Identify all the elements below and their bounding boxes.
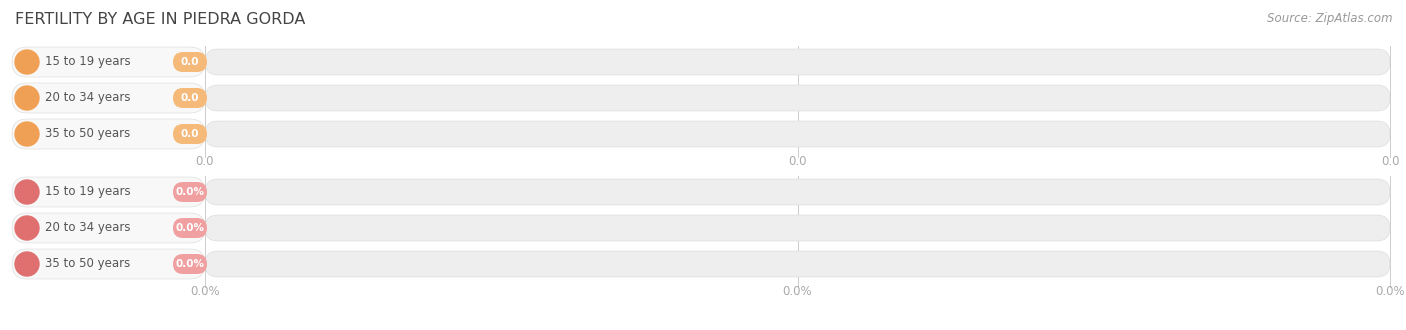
Circle shape bbox=[15, 86, 39, 110]
Circle shape bbox=[15, 216, 39, 240]
FancyBboxPatch shape bbox=[173, 218, 207, 238]
FancyBboxPatch shape bbox=[205, 49, 1391, 75]
FancyBboxPatch shape bbox=[13, 177, 205, 207]
Circle shape bbox=[15, 180, 39, 204]
Circle shape bbox=[15, 252, 39, 276]
FancyBboxPatch shape bbox=[173, 182, 207, 202]
FancyBboxPatch shape bbox=[13, 213, 205, 243]
FancyBboxPatch shape bbox=[205, 179, 1391, 205]
Text: 35 to 50 years: 35 to 50 years bbox=[45, 257, 131, 271]
FancyBboxPatch shape bbox=[205, 121, 1391, 147]
Text: 0.0: 0.0 bbox=[1381, 155, 1399, 168]
Text: 15 to 19 years: 15 to 19 years bbox=[45, 185, 131, 199]
Text: 0.0%: 0.0% bbox=[190, 285, 219, 298]
FancyBboxPatch shape bbox=[205, 251, 1391, 277]
Text: 0.0%: 0.0% bbox=[176, 259, 204, 269]
FancyBboxPatch shape bbox=[173, 254, 207, 274]
Text: 20 to 34 years: 20 to 34 years bbox=[45, 221, 131, 235]
Text: 0.0: 0.0 bbox=[789, 155, 807, 168]
FancyBboxPatch shape bbox=[173, 52, 207, 72]
FancyBboxPatch shape bbox=[13, 47, 205, 77]
Circle shape bbox=[15, 122, 39, 146]
FancyBboxPatch shape bbox=[13, 249, 205, 279]
FancyBboxPatch shape bbox=[205, 85, 1391, 111]
Text: 0.0%: 0.0% bbox=[176, 187, 204, 197]
FancyBboxPatch shape bbox=[13, 119, 205, 149]
FancyBboxPatch shape bbox=[205, 215, 1391, 241]
Text: 0.0: 0.0 bbox=[195, 155, 214, 168]
Text: 15 to 19 years: 15 to 19 years bbox=[45, 55, 131, 69]
Text: Source: ZipAtlas.com: Source: ZipAtlas.com bbox=[1267, 12, 1393, 25]
Text: 0.0: 0.0 bbox=[181, 93, 200, 103]
FancyBboxPatch shape bbox=[13, 83, 205, 113]
Text: 0.0%: 0.0% bbox=[783, 285, 813, 298]
Text: FERTILITY BY AGE IN PIEDRA GORDA: FERTILITY BY AGE IN PIEDRA GORDA bbox=[15, 12, 305, 27]
FancyBboxPatch shape bbox=[173, 88, 207, 108]
Text: 0.0%: 0.0% bbox=[1375, 285, 1405, 298]
Text: 0.0: 0.0 bbox=[181, 129, 200, 139]
FancyBboxPatch shape bbox=[173, 124, 207, 144]
Circle shape bbox=[15, 50, 39, 74]
Text: 0.0%: 0.0% bbox=[176, 223, 204, 233]
Text: 35 to 50 years: 35 to 50 years bbox=[45, 127, 131, 141]
Text: 0.0: 0.0 bbox=[181, 57, 200, 67]
Text: 20 to 34 years: 20 to 34 years bbox=[45, 91, 131, 105]
